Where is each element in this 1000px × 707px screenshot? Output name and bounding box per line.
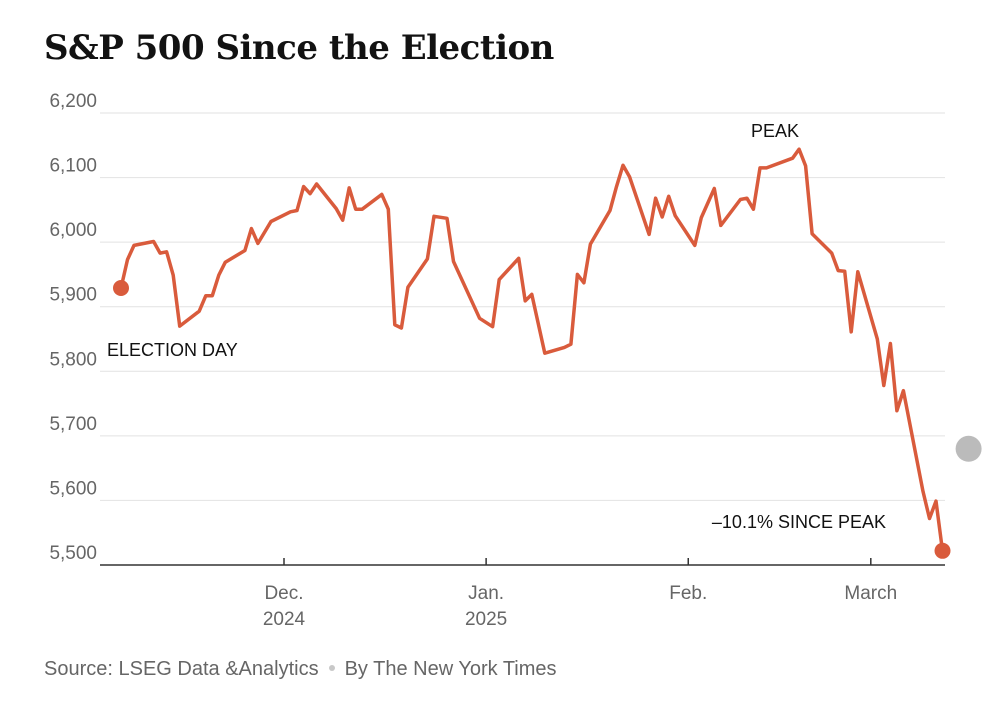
annotation-peak: PEAK [751,121,799,141]
series-line [119,147,945,553]
separator-dot [328,664,335,671]
x-tick-year-label: 2025 [465,609,507,630]
annotation-election-day: ELECTION DAY [107,340,238,360]
y-tick-label: 5,900 [49,285,97,306]
x-tick-label: Feb. [669,583,707,604]
endpoint-marker [934,542,951,559]
y-tick-label: 5,600 [49,478,97,499]
credit-text: By The New York Times [344,658,557,680]
markers-layer [113,279,982,559]
y-tick-label: 6,100 [49,156,97,177]
x-tick-year-label: 2024 [263,609,306,630]
y-tick-label: 5,500 [49,543,97,564]
y-tick-label: 5,800 [49,349,97,370]
annotation-since-peak: –10.1% SINCE PEAK [712,512,886,532]
y-tick-label: 6,000 [49,220,97,241]
current-value-indicator [955,435,982,462]
gridlines [100,112,945,566]
footer: Source: LSEG Data &Analytics By The New Y… [44,658,557,681]
x-tick-label: Dec. [264,583,303,604]
line-chart: 5,500 5,600 5,700 5,800 5,900 6,000 6,100 6,200… [49,91,982,630]
y-tick-label: 6,200 [49,91,97,112]
source-text: Source: LSEG Data &Analytics [44,658,319,680]
chart-title: S&P 500 Since the Election [44,28,554,68]
x-axis: Dec. 2024 Jan. 2025 Feb. March [263,558,897,630]
x-tick-label: Jan. [468,583,504,604]
x-tick-label: March [844,583,897,604]
endpoint-marker [113,279,129,296]
annotations-layer: ELECTION DAY PEAK –10.1% SINCE PEAK [107,121,886,532]
y-axis: 5,500 5,600 5,700 5,800 5,900 6,000 6,100 6,200 [49,91,97,564]
series-layer [119,147,945,553]
y-tick-label: 5,700 [49,414,97,435]
